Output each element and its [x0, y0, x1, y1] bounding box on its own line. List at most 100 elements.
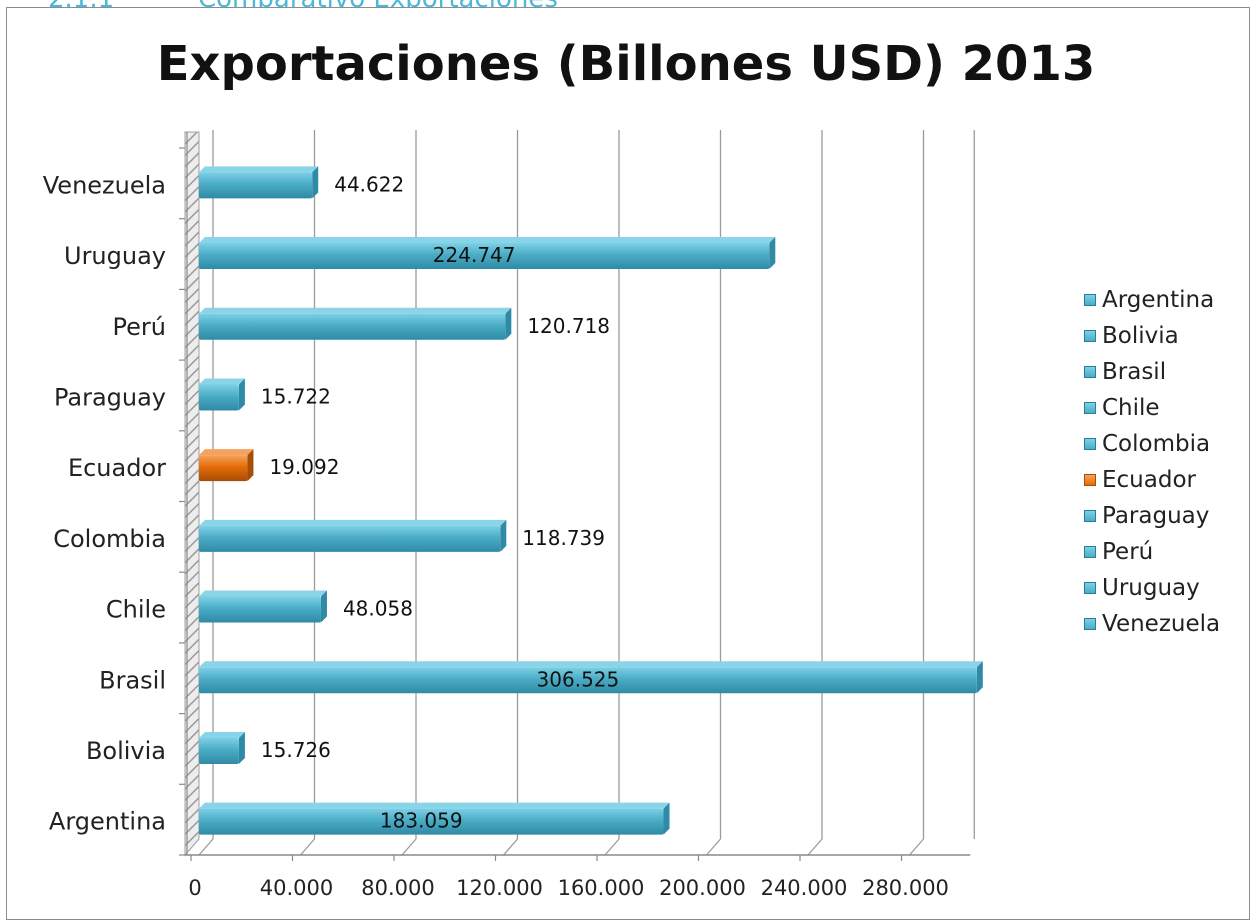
legend-label: Argentina [1102, 287, 1215, 313]
legend-swatch [1084, 582, 1096, 594]
data-label: 48.058 [343, 597, 413, 621]
legend-item: Perú [1084, 534, 1252, 570]
floor-gridline [604, 838, 620, 856]
data-label: 118.739 [522, 526, 605, 550]
legend-item: Uruguay [1084, 570, 1252, 606]
bar-top-paraguay [199, 378, 245, 385]
bar-end-paraguay [238, 378, 245, 411]
category-label: Colombia [53, 525, 166, 553]
x-tick-label: 40.000 [260, 876, 333, 900]
legend-label: Paraguay [1102, 503, 1210, 529]
bar-top-ecuador [199, 449, 254, 456]
bar-end-ecuador [247, 449, 254, 482]
legend-label: Ecuador [1102, 467, 1196, 493]
bar-top-venezuela [199, 166, 319, 173]
bar-top-perú [199, 307, 512, 314]
legend-swatch [1084, 366, 1096, 378]
bar-brasil [199, 667, 977, 694]
x-tick-label: 200.000 [659, 876, 746, 900]
legend-swatch [1084, 330, 1096, 342]
x-tick-label: 120.000 [456, 876, 543, 900]
x-tick-label: 160.000 [558, 876, 645, 900]
side-wall [184, 131, 200, 857]
x-tick-label: 0 [188, 876, 201, 900]
legend-swatch [1084, 546, 1096, 558]
data-label: 120.718 [527, 314, 610, 338]
bar-end-uruguay [769, 237, 776, 270]
category-label: Paraguay [54, 383, 166, 411]
x-tick-label: 80.000 [361, 876, 434, 900]
category-label: Uruguay [64, 242, 166, 270]
bar-paraguay [199, 384, 239, 411]
legend-swatch [1084, 510, 1096, 522]
chart-title: Exportaciones (Billones USD) 2013 [156, 36, 1096, 92]
bar-uruguay [199, 243, 770, 270]
bar-ecuador [199, 455, 248, 482]
x-tick-label: 280.000 [862, 876, 949, 900]
legend-label: Bolivia [1102, 323, 1179, 349]
floor-gridline [300, 838, 315, 856]
legend-swatch [1084, 438, 1096, 450]
data-label: 183.059 [380, 809, 463, 833]
bar-end-colombia [500, 519, 507, 552]
data-label: 224.747 [433, 243, 516, 267]
category-label: Ecuador [68, 454, 166, 482]
bar-top-brasil [199, 661, 983, 668]
bar-end-argentina [663, 802, 670, 835]
legend-label: Colombia [1102, 431, 1211, 457]
bar-top-chile [199, 590, 327, 597]
floor-gridline [706, 838, 721, 856]
legend-label: Brasil [1102, 359, 1167, 385]
floor-gridline [198, 838, 214, 856]
data-label: 19.092 [269, 455, 339, 479]
legend-item: Chile [1084, 390, 1252, 426]
bar-top-bolivia [199, 731, 245, 738]
category-label: Brasil [99, 666, 166, 694]
bar-end-chile [320, 590, 327, 623]
bar-argentina [199, 808, 664, 835]
legend-swatch [1084, 402, 1096, 414]
bar-end-venezuela [312, 166, 319, 199]
legend-item: Ecuador [1084, 462, 1252, 498]
legend-swatch [1084, 618, 1096, 630]
category-label: Argentina [49, 808, 166, 836]
category-label: Venezuela [43, 171, 166, 199]
legend-item: Bolivia [1084, 318, 1252, 354]
bar-perú [199, 313, 506, 340]
data-label: 15.726 [261, 738, 331, 762]
x-tick-label: 240.000 [761, 876, 848, 900]
legend-label: Uruguay [1102, 575, 1200, 601]
bar-top-argentina [199, 802, 670, 809]
floor-gridline [807, 838, 823, 856]
data-label: 44.622 [334, 172, 404, 196]
category-label: Bolivia [86, 737, 166, 765]
data-label: 306.525 [537, 667, 620, 691]
legend-label: Chile [1102, 395, 1160, 421]
legend-label: Venezuela [1102, 611, 1221, 637]
legend-item: Argentina [1084, 282, 1252, 318]
legend-item: Paraguay [1084, 498, 1252, 534]
floor-gridline [503, 838, 518, 856]
bar-end-bolivia [238, 731, 245, 764]
bar-venezuela [199, 172, 313, 199]
category-label: Chile [106, 596, 166, 624]
legend-item: Brasil [1084, 354, 1252, 390]
bar-top-uruguay [199, 237, 776, 244]
floor-gridline [401, 838, 417, 856]
bar-chile [199, 596, 321, 623]
legend-label: Perú [1102, 539, 1154, 565]
bar-end-brasil [976, 661, 983, 694]
floor-gridline [909, 838, 924, 856]
bar-bolivia [199, 737, 239, 764]
bar-top-colombia [199, 519, 507, 526]
data-label: 15.722 [261, 384, 331, 408]
category-label: Perú [113, 313, 166, 341]
legend-item: Venezuela [1084, 606, 1252, 642]
bar-colombia [199, 525, 501, 552]
legend-swatch [1084, 474, 1096, 486]
bar-end-perú [505, 307, 512, 340]
legend-swatch [1084, 294, 1096, 306]
legend-item: Colombia [1084, 426, 1252, 462]
chart-legend: Argentina Bolivia Brasil Chile Colombia Ecuad… [1084, 282, 1252, 642]
